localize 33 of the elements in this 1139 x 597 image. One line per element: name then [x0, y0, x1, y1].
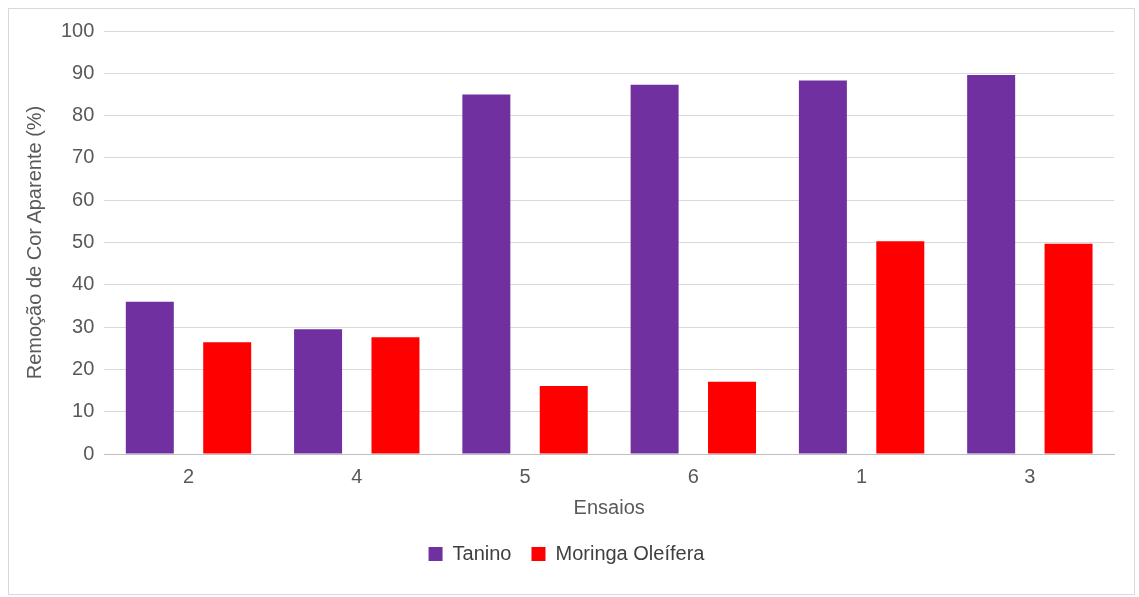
y-tick-label: 70	[72, 145, 95, 168]
y-tick-label: 60	[72, 187, 95, 210]
y-tick-label: 80	[72, 103, 95, 126]
bar	[967, 74, 1016, 454]
bar	[876, 241, 925, 454]
bar	[630, 84, 679, 454]
y-axis-title: Remoção de Cor Aparente (%)	[22, 105, 45, 380]
bar	[294, 329, 343, 454]
bar	[1044, 243, 1093, 454]
x-tick-label: 1	[856, 464, 868, 487]
bar	[798, 80, 847, 454]
x-tick-label: 6	[687, 464, 699, 487]
x-tick-label: 3	[1024, 464, 1036, 487]
y-tick-label: 40	[72, 272, 95, 295]
x-tick-label: 5	[519, 464, 531, 487]
y-tick-label: 10	[72, 399, 95, 422]
x-axis-title: Ensaios	[573, 495, 645, 518]
y-tick-label: 30	[72, 314, 95, 337]
x-tick-label: 2	[182, 464, 195, 487]
x-tick-label: 4	[351, 464, 363, 487]
y-tick-label: 20	[72, 356, 95, 379]
bar	[203, 342, 252, 454]
y-tick-label: 0	[83, 441, 95, 464]
bar	[708, 381, 757, 454]
legend-label: Moringa Oleífera	[555, 541, 706, 564]
y-tick-label: 50	[72, 230, 95, 253]
bar	[539, 385, 588, 454]
bar	[371, 337, 420, 454]
y-tick-label: 90	[72, 60, 95, 83]
y-tick-label: 100	[60, 18, 95, 41]
legend-label: Tanino	[452, 541, 512, 564]
bar	[125, 301, 174, 454]
bar	[462, 94, 511, 454]
